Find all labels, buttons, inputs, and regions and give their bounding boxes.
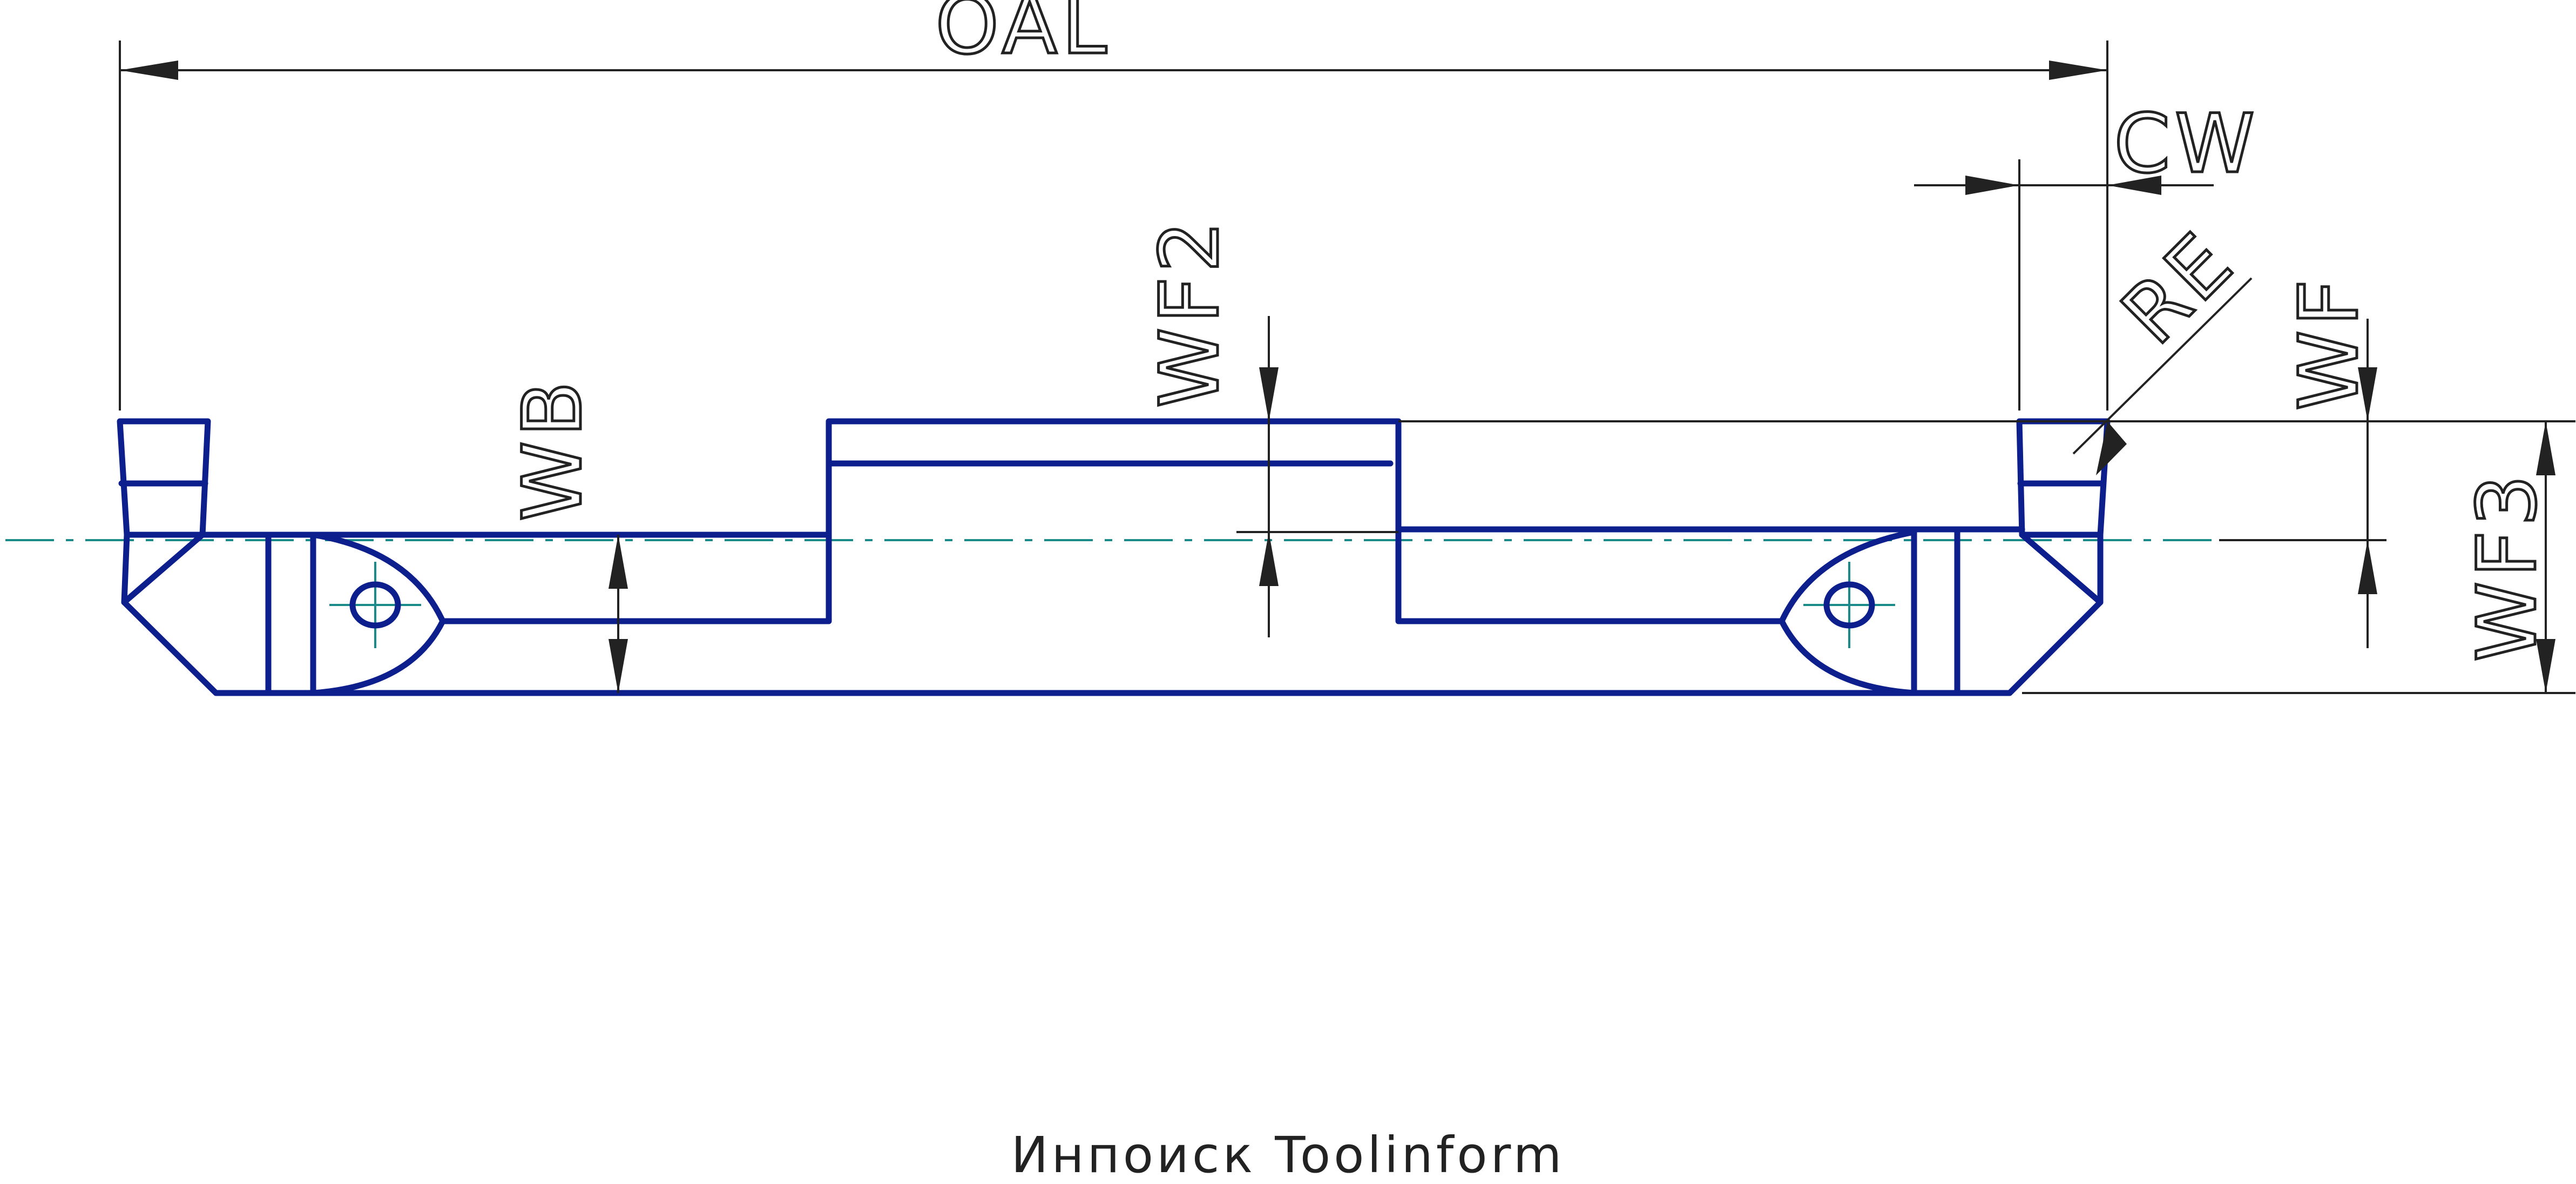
label-wf: WF <box>2282 275 2376 411</box>
label-re: RE <box>2104 213 2253 362</box>
label-wb: WB <box>506 377 600 521</box>
label-oal: OAL <box>935 0 1111 72</box>
center-lines <box>5 539 2386 648</box>
dimension-labels: OAL CW RE WF2 WB WF WF3 <box>505 0 2556 663</box>
watermark-caption: Инпоиск Toolinform <box>1011 1126 1565 1184</box>
label-wf2: WF2 <box>1143 217 1237 408</box>
dimension-lines <box>119 41 2575 694</box>
label-wf3: WF3 <box>2460 470 2554 662</box>
part-outline <box>117 418 2111 696</box>
label-cw: CW <box>2114 97 2259 191</box>
